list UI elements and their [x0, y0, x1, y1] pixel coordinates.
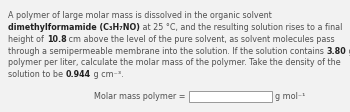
Text: g mol⁻¹: g mol⁻¹	[275, 91, 305, 100]
Text: 10.8: 10.8	[47, 34, 66, 43]
Text: at 25 °C, and the resulting solution rises to a final: at 25 °C, and the resulting solution ris…	[140, 23, 343, 32]
Text: 3.80: 3.80	[327, 46, 346, 55]
Text: 0.944: 0.944	[66, 70, 91, 78]
Text: cm above the level of the pure solvent, as solvent molecules pass: cm above the level of the pure solvent, …	[66, 34, 335, 43]
Text: Molar mass polymer =: Molar mass polymer =	[94, 91, 186, 100]
Text: height of: height of	[8, 34, 47, 43]
Text: g: g	[346, 46, 350, 55]
Text: A polymer of large molar mass is dissolved in the organic solvent: A polymer of large molar mass is dissolv…	[8, 11, 272, 20]
Text: polymer per liter, calculate the molar mass of the polymer. Take the density of : polymer per liter, calculate the molar m…	[8, 58, 341, 67]
Text: through a semipermeable membrane into the solution. If the solution contains: through a semipermeable membrane into th…	[8, 46, 327, 55]
Text: g cm⁻³.: g cm⁻³.	[91, 70, 124, 78]
Text: dimethylformamide (C₃H₇NO): dimethylformamide (C₃H₇NO)	[8, 23, 140, 32]
Text: solution to be: solution to be	[8, 70, 66, 78]
